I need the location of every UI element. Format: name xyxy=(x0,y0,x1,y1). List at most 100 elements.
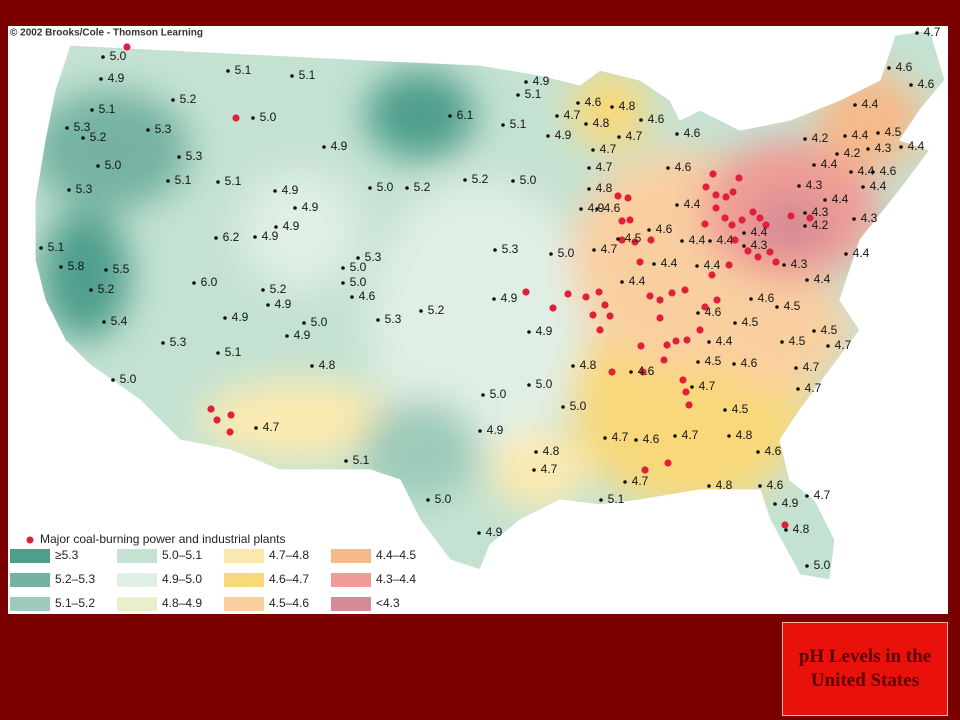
ph-reading: 5.0 xyxy=(110,49,127,63)
ph-reading: 6.1 xyxy=(457,108,474,122)
station-dot xyxy=(481,393,485,397)
ph-reading: 5.0 xyxy=(260,110,277,124)
station-dot xyxy=(511,179,515,183)
station-dot xyxy=(419,309,423,313)
ph-reading: 5.1 xyxy=(225,345,242,359)
ph-reading: 4.6 xyxy=(896,60,913,74)
ph-reading: 5.0 xyxy=(435,492,452,506)
station-dot xyxy=(111,378,115,382)
plant-marker xyxy=(683,336,691,344)
ph-reading: 4.7 xyxy=(564,108,581,122)
station-dot xyxy=(477,531,481,535)
station-dot xyxy=(65,126,69,130)
station-dot xyxy=(293,206,297,210)
plant-marker xyxy=(601,301,609,309)
plant-marker xyxy=(756,214,764,222)
ph-reading: 4.9 xyxy=(283,219,300,233)
station-dot xyxy=(478,429,482,433)
station-dot xyxy=(549,252,553,256)
station-dot xyxy=(59,265,63,269)
ph-reading: 5.0 xyxy=(120,372,137,386)
plant-marker xyxy=(647,236,655,244)
station-dot xyxy=(524,80,528,84)
plant-marker xyxy=(708,271,716,279)
station-dot xyxy=(273,189,277,193)
station-dot xyxy=(826,344,830,348)
ph-reading: 5.0 xyxy=(377,180,394,194)
ph-reading: 4.7 xyxy=(835,338,852,352)
station-dot xyxy=(161,341,165,345)
station-dot xyxy=(216,180,220,184)
station-dot xyxy=(696,311,700,315)
ph-reading: 4.6 xyxy=(656,222,673,236)
station-dot xyxy=(350,295,354,299)
station-dot xyxy=(555,114,559,118)
plant-marker xyxy=(636,258,644,266)
station-dot xyxy=(797,184,801,188)
plant-marker xyxy=(722,193,730,201)
plant-marker xyxy=(731,236,739,244)
station-dot xyxy=(780,340,784,344)
ph-reading: 5.2 xyxy=(270,282,287,296)
plant-marker xyxy=(564,290,572,298)
ph-reading: 5.0 xyxy=(311,315,328,329)
plant-marker xyxy=(626,216,634,224)
ph-reading: 4.9 xyxy=(262,229,279,243)
station-dot xyxy=(871,170,875,174)
ph-reading: 4.2 xyxy=(812,218,829,232)
ph-reading: 5.2 xyxy=(180,92,197,106)
ph-reading: 4.7 xyxy=(626,129,643,143)
plant-marker xyxy=(618,236,626,244)
ph-reading: 4.6 xyxy=(638,364,655,378)
station-dot xyxy=(254,426,258,430)
ph-reading: 4.5 xyxy=(625,231,642,245)
station-dot xyxy=(571,364,575,368)
plant-marker xyxy=(606,312,614,320)
plant-marker xyxy=(646,292,654,300)
station-dot xyxy=(915,31,919,35)
ph-reading: 5.2 xyxy=(472,172,489,186)
ph-reading: 5.3 xyxy=(74,120,91,134)
plant-marker xyxy=(682,388,690,396)
ph-reading: 4.7 xyxy=(600,142,617,156)
plant-marker xyxy=(766,248,774,256)
ph-reading: 4.5 xyxy=(742,315,759,329)
ph-reading: 4.4 xyxy=(684,197,701,211)
plant-marker xyxy=(660,356,668,364)
plant-marker xyxy=(549,304,557,312)
station-dot xyxy=(341,266,345,270)
legend-swatch xyxy=(331,549,371,563)
station-dot xyxy=(647,228,651,232)
station-dot xyxy=(805,564,809,568)
plant-marker xyxy=(123,43,131,51)
station-dot xyxy=(274,225,278,229)
station-dot xyxy=(805,278,809,282)
plant-marker xyxy=(787,212,795,220)
ph-reading: 4.4 xyxy=(870,179,887,193)
station-dot xyxy=(492,297,496,301)
ph-reading: 5.3 xyxy=(365,250,382,264)
station-dot xyxy=(620,280,624,284)
station-dot xyxy=(253,235,257,239)
plant-marker xyxy=(729,188,737,196)
caption: pH Levels in the United States xyxy=(782,622,948,716)
ph-reading: 5.3 xyxy=(186,149,203,163)
station-dot xyxy=(39,246,43,250)
plant-marker xyxy=(608,368,616,376)
ph-reading: 5.3 xyxy=(385,312,402,326)
station-dot xyxy=(723,408,727,412)
ph-reading: 5.0 xyxy=(490,387,507,401)
plant-marker xyxy=(596,326,604,334)
ph-reading: 5.3 xyxy=(502,242,519,256)
station-dot xyxy=(690,385,694,389)
station-dot xyxy=(803,211,807,215)
plant-marker xyxy=(696,326,704,334)
plant-marker xyxy=(735,174,743,182)
station-dot xyxy=(344,459,348,463)
ph-reading: 4.2 xyxy=(812,131,829,145)
legend-range: 4.8–4.9 xyxy=(162,596,202,610)
plant-marker xyxy=(582,293,590,301)
station-dot xyxy=(99,77,103,81)
legend-range: 4.4–4.5 xyxy=(376,548,416,562)
station-dot xyxy=(214,236,218,240)
